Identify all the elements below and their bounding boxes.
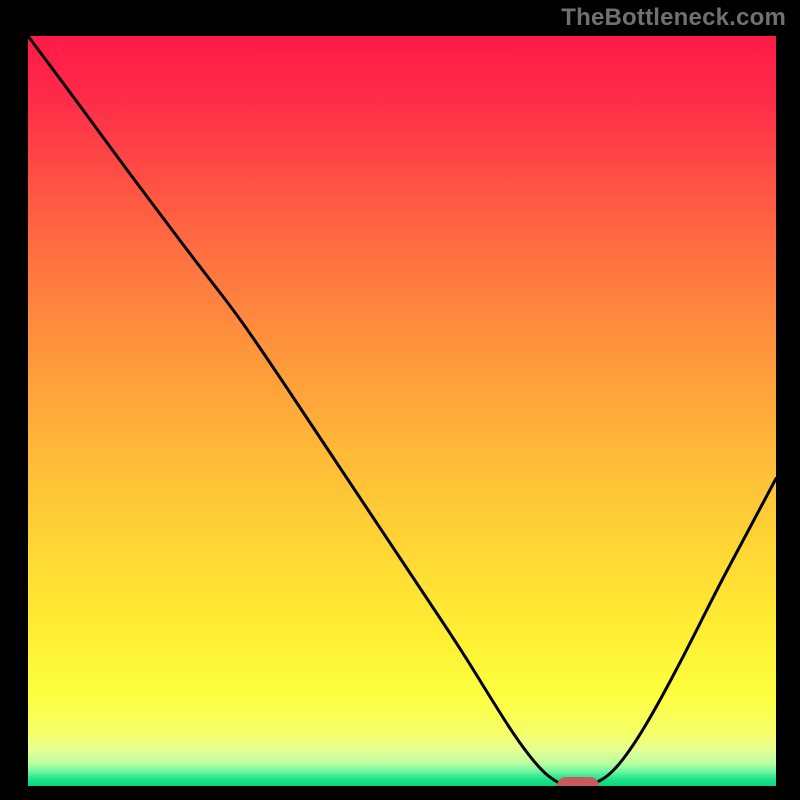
plot-frame (22, 30, 782, 792)
watermark-text: TheBottleneck.com (561, 4, 786, 32)
bottleneck-curve (28, 36, 776, 786)
curve-path (28, 36, 776, 786)
optimal-marker (557, 777, 599, 792)
chart-canvas: TheBottleneck.com (0, 0, 800, 800)
